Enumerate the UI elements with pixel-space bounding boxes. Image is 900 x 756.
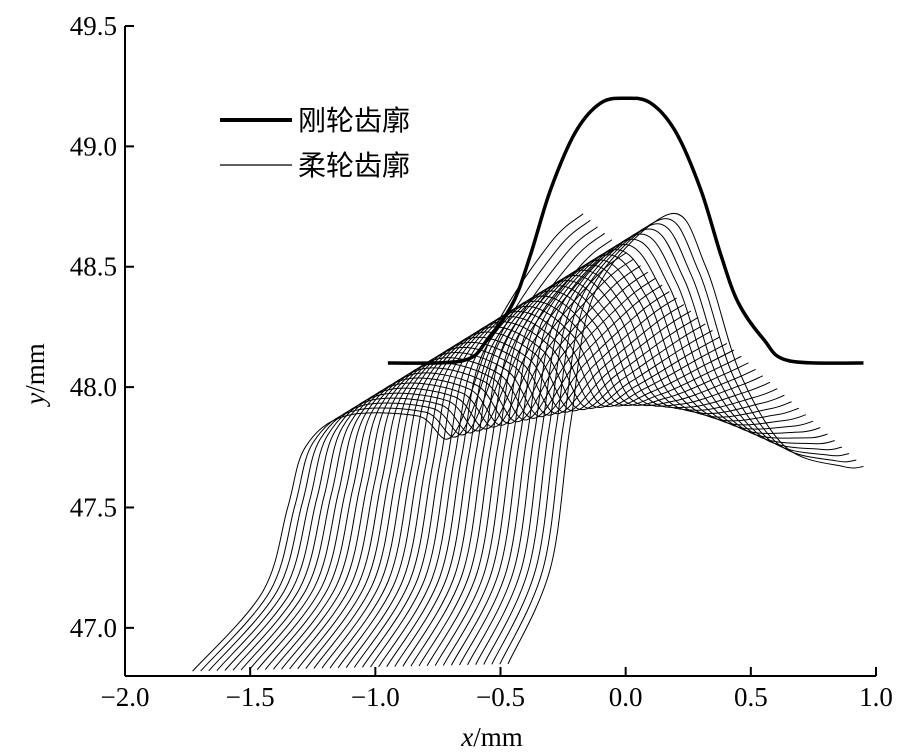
x-axis-label: x/mm	[460, 722, 523, 752]
circular-spline-profile-line	[387, 96, 864, 365]
flexspline-profile-line	[483, 228, 843, 665]
y-axis-label-var: y	[20, 393, 50, 408]
flexspline-profile-line	[313, 310, 692, 669]
y-tick-label: 47.0	[70, 613, 117, 643]
y-tick-label: 49.0	[70, 131, 117, 161]
legend-label-flexspline: 柔轮齿廓	[298, 149, 410, 182]
flexspline-profile-line	[289, 291, 670, 670]
flexspline-profile-line	[224, 239, 613, 671]
flexspline-profile-line	[491, 223, 850, 665]
flexspline-profile-line	[507, 213, 864, 665]
flexspline-profile-line	[475, 233, 835, 665]
flexspline-profile-line	[459, 244, 821, 666]
x-tick-label: −1.0	[351, 682, 400, 712]
flexspline-profile-line	[370, 300, 742, 668]
flexspline-profile-line	[305, 304, 685, 669]
y-tick-label: 47.5	[70, 492, 117, 522]
flexspline-profile-line	[192, 213, 584, 672]
flexspline-profile-line	[394, 285, 764, 667]
x-axis-label-unit: /mm	[473, 722, 523, 752]
x-axis-ticks: −2.0 −1.5 −1.0 −0.5 0.0 0.5 1.0	[101, 667, 893, 712]
flexspline-profile-line	[418, 269, 785, 667]
legend-label-circular-spline: 刚轮齿廓	[298, 104, 410, 137]
x-tick-label: 0.5	[734, 682, 768, 712]
flexspline-profile-line	[232, 245, 620, 671]
flexspline-profile-line	[273, 278, 656, 670]
flexspline-profile-line	[321, 317, 699, 669]
x-tick-label: 1.0	[859, 682, 893, 712]
x-tick-label: 0.0	[609, 682, 643, 712]
flexspline-profile-line	[281, 284, 663, 670]
x-tick-label: −0.5	[476, 682, 525, 712]
y-tick-label: 48.0	[70, 372, 117, 402]
flexspline-profile-line	[442, 254, 807, 666]
y-tick-label: 49.5	[70, 11, 117, 41]
flexspline-profile-line	[378, 295, 749, 668]
flexspline-profile-line	[467, 238, 828, 666]
legend: 刚轮齿廓 柔轮齿廓	[220, 104, 410, 182]
flexspline-profile-line	[329, 323, 706, 669]
flexspline-profile-line	[402, 280, 771, 667]
axes: −2.0 −1.5 −1.0 −0.5 0.0 0.5 1.0 47.0 47.5 48.0 48…	[70, 11, 893, 712]
flexspline-profile-line	[434, 259, 799, 666]
y-axis-label-unit: /mm	[20, 343, 50, 393]
flexspline-profile-line	[248, 258, 634, 671]
flexspline-profile-line	[297, 297, 677, 670]
flexspline-profile-line	[200, 219, 591, 672]
flexspline-profile-line	[426, 264, 792, 667]
y-tick-label: 48.5	[70, 252, 117, 282]
circular-spline-profile-series	[387, 96, 864, 365]
x-tick-label: −1.5	[226, 682, 275, 712]
y-axis-ticks: 47.0 47.5 48.0 48.5 49.0 49.5	[70, 11, 134, 643]
flexspline-profile-series	[192, 213, 864, 672]
y-axis-label: y/mm	[20, 343, 50, 408]
x-tick-label: −2.0	[101, 682, 150, 712]
flexspline-profile-line	[450, 249, 814, 666]
flexspline-profile-line	[386, 290, 756, 667]
x-axis-label-var: x	[460, 722, 473, 752]
flexspline-profile-line	[410, 274, 778, 667]
flexspline-profile-line	[345, 316, 720, 668]
flexspline-profile-line	[499, 218, 857, 665]
